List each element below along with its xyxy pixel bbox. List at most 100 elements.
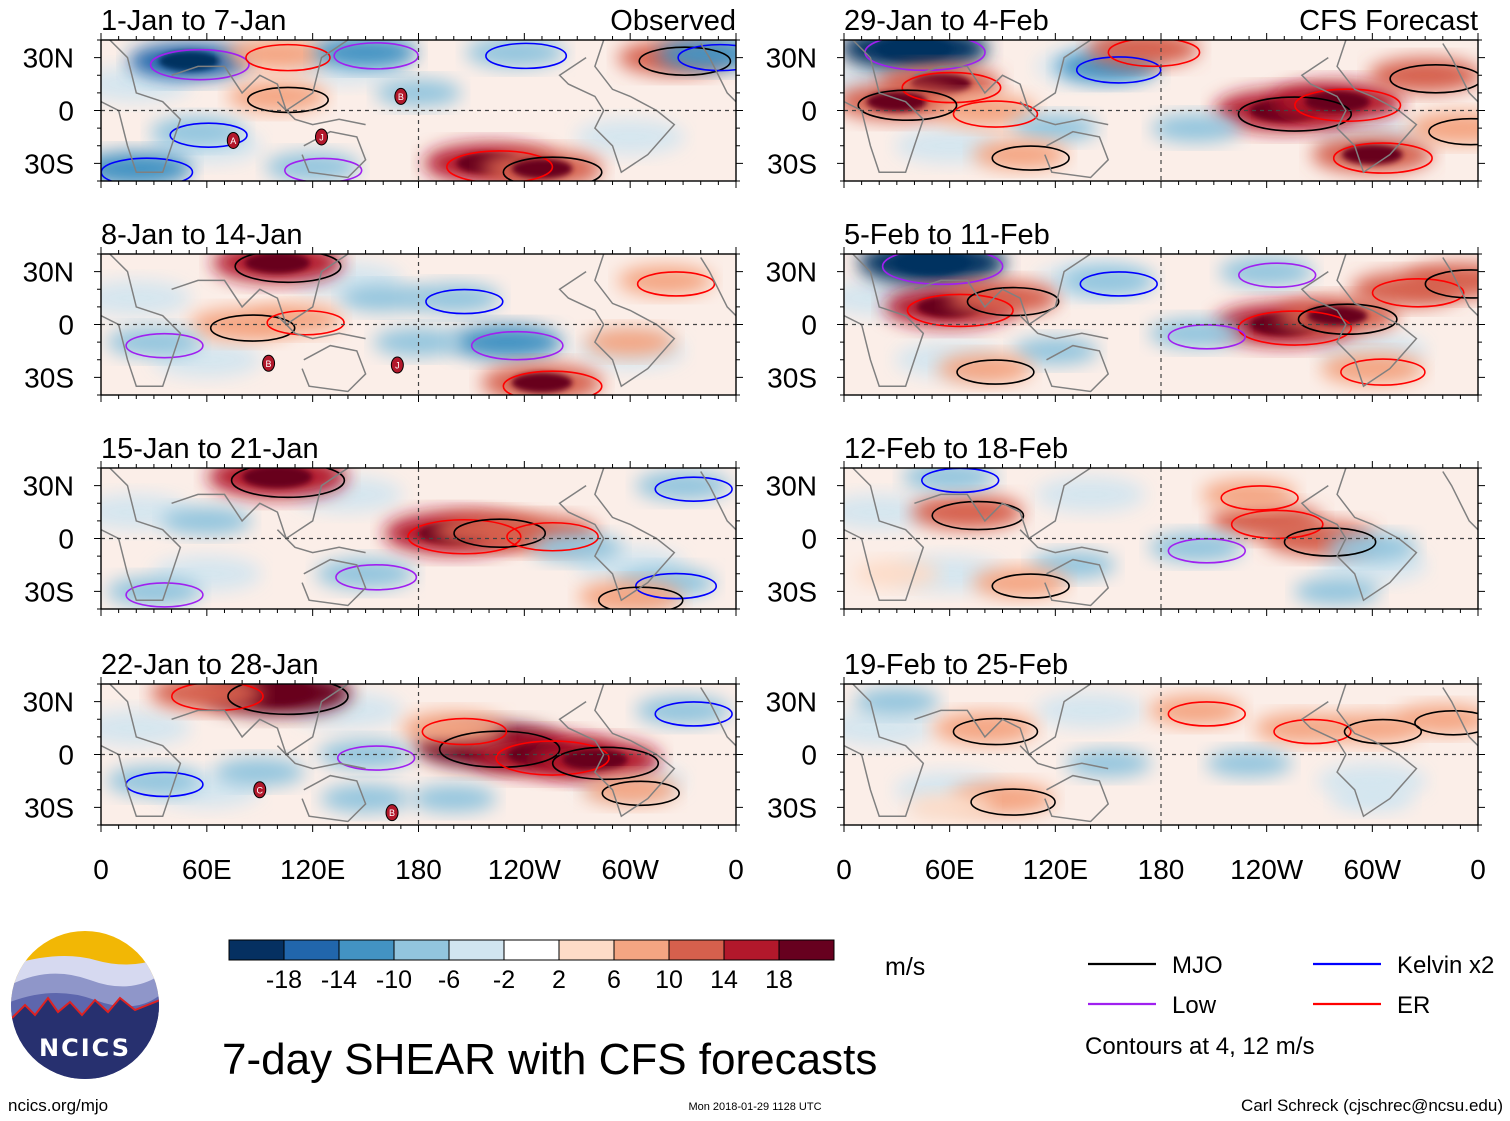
panel-field — [844, 40, 1478, 181]
colorbar-label: -2 — [493, 966, 515, 994]
legend-label: ER — [1397, 992, 1430, 1019]
coastline — [1300, 254, 1418, 388]
coastline — [1300, 684, 1418, 818]
x-tick-label: 0 — [728, 854, 744, 885]
coastline — [1019, 315, 1109, 340]
colorbar-label: 14 — [710, 966, 738, 994]
storm-marker: B — [394, 87, 408, 105]
contour-line — [635, 572, 718, 600]
shear-anomaly-core — [1341, 144, 1403, 165]
y-tick-label: 30S — [24, 576, 74, 607]
contours — [881, 254, 1478, 386]
storm-marker: J — [390, 356, 404, 374]
shear-anomaly-positive — [1408, 112, 1478, 145]
legend-label: Kelvin x2 — [1397, 952, 1494, 979]
coastline — [558, 40, 676, 174]
contour-line — [1297, 303, 1398, 336]
shear-anomaly-negative — [340, 284, 427, 312]
storm-label: J — [319, 132, 324, 142]
panel-field — [844, 468, 1478, 609]
contour-line — [956, 359, 1035, 385]
x-tick-label: 0 — [93, 854, 109, 885]
contour-line — [638, 46, 732, 76]
y-tick-label: 30N — [766, 687, 817, 718]
contour-line — [901, 71, 1002, 104]
contour-line — [1283, 527, 1377, 557]
coastlines — [844, 684, 1478, 823]
contour-line — [149, 48, 250, 81]
shear-anomaly-core — [895, 254, 970, 275]
panel-ticks — [837, 247, 1485, 402]
panel-title: 12-Feb to 18-Feb — [844, 433, 1068, 465]
contour-line — [125, 332, 204, 359]
colorbar-label: 6 — [607, 966, 621, 994]
contour-line — [1389, 63, 1478, 94]
shear-anomaly-negative — [1012, 337, 1099, 365]
contour-line — [502, 370, 603, 395]
storm-label: C — [257, 785, 264, 795]
coastline — [276, 315, 366, 340]
storm-icon — [390, 356, 404, 374]
colorbar-label: -14 — [321, 966, 357, 994]
ncics-logo: NCICS — [11, 931, 159, 1079]
coastline — [171, 684, 349, 756]
coastline — [700, 43, 736, 103]
panel-field: B J A — [101, 40, 736, 181]
coastline — [558, 468, 676, 602]
units-label: m/s — [885, 953, 925, 981]
panel-5: 30N 0 30S 29-Jan to 4-Feb CFS Forecast — [766, 5, 1485, 188]
colorbar-label: 2 — [552, 966, 566, 994]
y-tick-label: 0 — [58, 524, 74, 555]
contour-line — [1343, 718, 1423, 745]
x-tick-label: 0 — [836, 854, 852, 885]
storm-marker: C — [253, 781, 267, 799]
shear-anomaly-negative — [657, 40, 736, 71]
coastlines — [844, 40, 1478, 179]
shear-anomaly-negative — [101, 151, 193, 181]
contour-line — [952, 717, 1039, 746]
shear-anomaly-negative — [1205, 749, 1293, 777]
coastline — [558, 254, 676, 388]
contours — [125, 684, 733, 807]
coastline — [101, 468, 182, 601]
x-tick-label: 60E — [182, 854, 232, 885]
contour-line — [502, 156, 603, 181]
colorbar-label: -18 — [266, 966, 302, 994]
coastline — [301, 344, 367, 393]
footer-credit: Carl Schreck (cjschrec@ncsu.edu) — [1241, 1096, 1503, 1115]
panel-field — [101, 468, 736, 609]
shear-anomaly-core — [158, 51, 220, 72]
shear-anomaly-negative — [465, 40, 566, 68]
colorbar-swatch — [283, 939, 340, 961]
y-tick-label: 30N — [23, 43, 74, 74]
y-tick-label: 30N — [766, 257, 817, 288]
storm-icon — [262, 354, 276, 372]
contour-line — [551, 746, 660, 781]
shear-anomaly-positive — [225, 40, 330, 71]
contour-line — [654, 476, 733, 502]
legend-label: MJO — [1172, 952, 1223, 979]
coastlines — [844, 254, 1478, 393]
colorbar-swatch — [448, 939, 505, 961]
coastline — [1442, 43, 1478, 103]
contour-line — [952, 100, 1039, 128]
contour-line — [470, 330, 564, 361]
storm-label: B — [266, 359, 272, 369]
coastline — [1019, 529, 1109, 554]
panel-8: 30N 0 30S 19-Feb to 25-Feb — [766, 649, 1485, 832]
contour-line — [506, 521, 599, 552]
legend-label: Low — [1172, 992, 1217, 1019]
shear-anomaly-negative — [214, 757, 306, 787]
y-tick-label: 30N — [23, 471, 74, 502]
contour-line — [1237, 96, 1353, 132]
footer-url[interactable]: ncics.org/mjo — [8, 1096, 108, 1115]
shear-blobs — [106, 254, 714, 395]
contours — [952, 701, 1478, 816]
contour-line — [906, 293, 1014, 328]
contour-line — [1428, 117, 1478, 146]
colorbar-swatch — [338, 939, 395, 961]
x-tick-label: 180 — [395, 854, 442, 885]
coastline — [914, 254, 1092, 326]
